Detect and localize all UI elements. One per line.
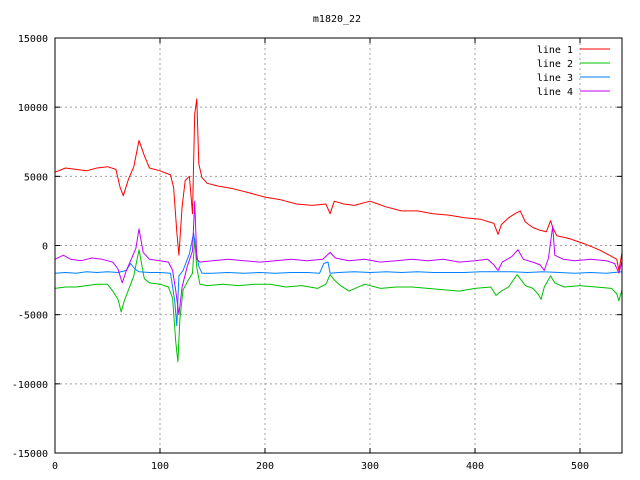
- grid: [55, 38, 622, 453]
- legend-label-4: line 4: [537, 87, 573, 98]
- chart-title: m1820_22: [313, 14, 361, 25]
- series-line-1: [54, 98, 623, 271]
- series-lines: [54, 98, 623, 363]
- series-line-4: [54, 200, 623, 316]
- series-line-3: [54, 232, 623, 327]
- y-tick-label: 10000: [18, 103, 48, 114]
- y-tick-label: 0: [42, 242, 48, 253]
- y-tick-label: -5000: [18, 311, 48, 322]
- y-tick-label: 5000: [24, 172, 48, 183]
- x-tick-label: 500: [571, 461, 589, 472]
- y-tick-label: -10000: [12, 380, 48, 391]
- x-tick-label: 0: [52, 461, 58, 472]
- y-tick-label: -15000: [12, 449, 48, 460]
- x-tick-label: 400: [466, 461, 484, 472]
- x-tick-label: 100: [151, 461, 169, 472]
- y-tick-label: 15000: [18, 34, 48, 45]
- x-tick-label: 200: [256, 461, 274, 472]
- axis-ticks: 0 100 200 300 400 500 -15000 -10000 -5000 0 5000 10…: [12, 34, 622, 472]
- legend-label-2: line 2: [537, 59, 573, 70]
- x-tick-label: 300: [361, 461, 379, 472]
- legend-label-3: line 3: [537, 73, 573, 84]
- series-line-2: [54, 238, 623, 363]
- legend: line 1 line 2 line 3 line 4: [537, 45, 610, 98]
- legend-label-1: line 1: [537, 45, 573, 56]
